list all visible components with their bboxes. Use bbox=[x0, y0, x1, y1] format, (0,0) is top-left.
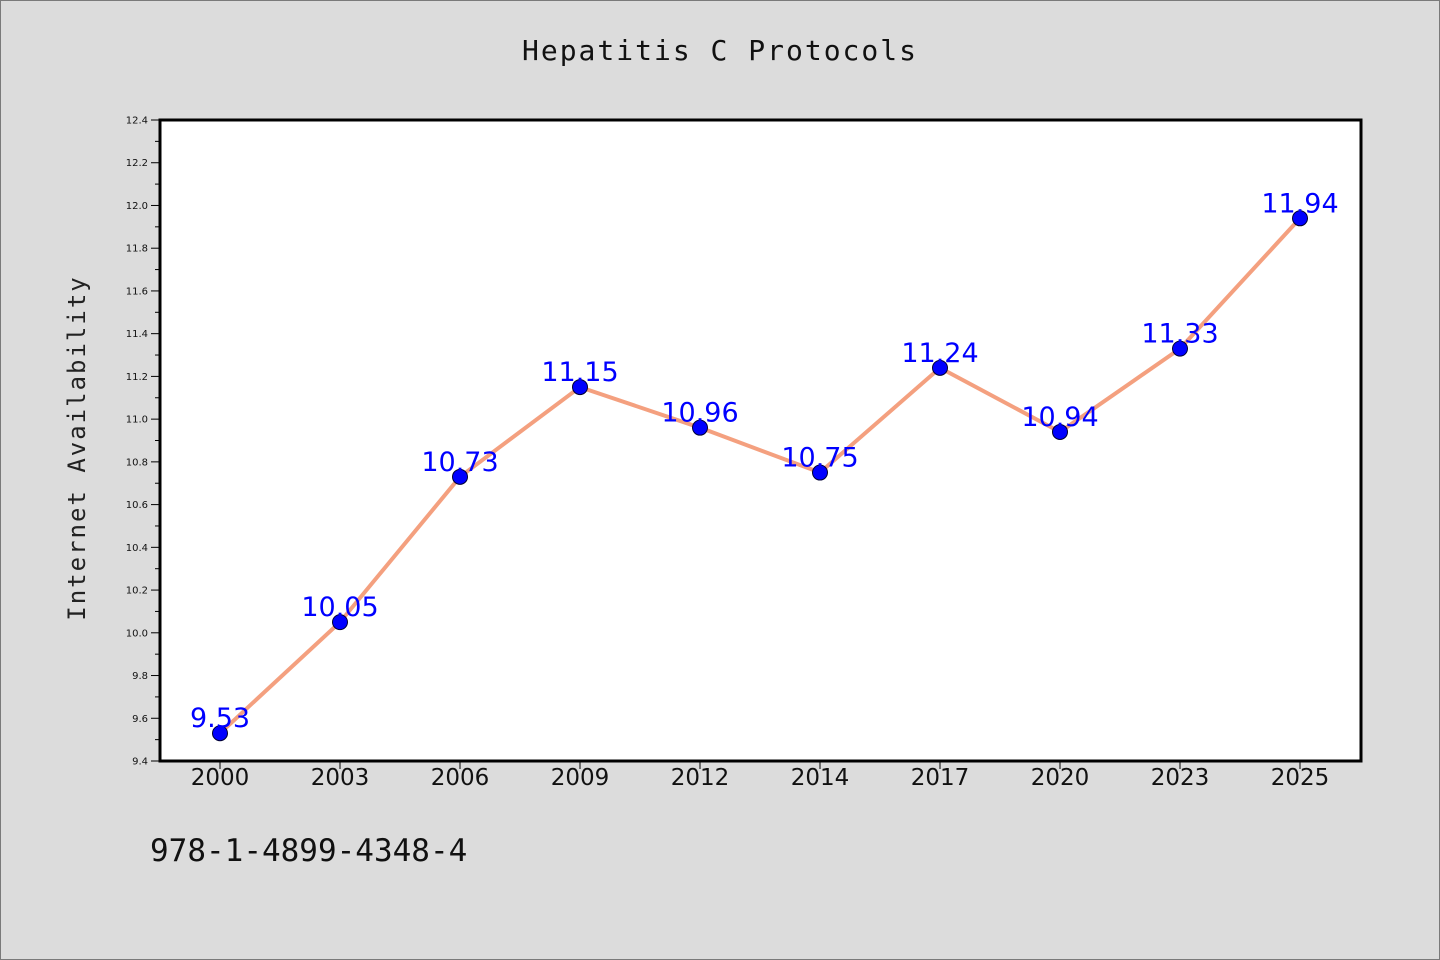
data-label: 11.33 bbox=[1141, 319, 1218, 350]
y-tick-label: 9.6 bbox=[132, 714, 148, 725]
isbn-label: 978-1-4899-4348-4 bbox=[150, 833, 468, 869]
x-axis: 2000 2003 2006 2009 2012 2014 2017 2020 2023 2025 bbox=[191, 761, 1330, 791]
x-tick-label: 2003 bbox=[311, 765, 370, 791]
x-tick-label: 2006 bbox=[431, 765, 490, 791]
data-labels: 9.53 10.05 10.73 11.15 10.96 10.75 11.24 10.94 1… bbox=[190, 188, 1339, 734]
data-label: 10.05 bbox=[301, 592, 378, 623]
y-axis-title: Internet Availability bbox=[63, 275, 91, 620]
data-label: 10.94 bbox=[1021, 402, 1098, 433]
y-tick-label: 10.0 bbox=[126, 628, 148, 639]
y-tick-label: 10.2 bbox=[126, 586, 148, 597]
data-point bbox=[1172, 340, 1188, 357]
data-point bbox=[332, 614, 348, 631]
y-tick-label: 10.6 bbox=[126, 500, 148, 511]
data-label: 9.53 bbox=[190, 703, 250, 734]
data-label: 10.96 bbox=[661, 398, 738, 429]
data-point bbox=[812, 464, 828, 481]
y-tick-label: 11.0 bbox=[126, 415, 148, 426]
y-tick-label: 12.4 bbox=[126, 116, 148, 127]
data-label: 11.15 bbox=[541, 357, 618, 388]
x-tick-label: 2020 bbox=[1031, 765, 1090, 791]
x-tick-label: 2012 bbox=[671, 765, 730, 791]
y-tick-label: 10.4 bbox=[126, 543, 148, 554]
data-label: 10.73 bbox=[421, 447, 498, 478]
data-point bbox=[452, 468, 468, 485]
y-tick-label: 11.6 bbox=[126, 286, 148, 297]
y-tick-label: 11.2 bbox=[126, 372, 148, 383]
x-tick-label: 2014 bbox=[791, 765, 850, 791]
data-point bbox=[1052, 423, 1068, 440]
y-tick-label: 9.4 bbox=[132, 757, 148, 768]
x-tick-label: 2025 bbox=[1271, 765, 1330, 791]
series-line bbox=[218, 216, 1302, 735]
y-tick-label: 11.4 bbox=[126, 329, 148, 340]
data-point bbox=[932, 359, 948, 376]
y-tick-label: 9.8 bbox=[132, 671, 148, 682]
chart-title: Hepatitis C Protocols bbox=[521, 34, 918, 67]
y-tick-label: 10.8 bbox=[126, 457, 148, 468]
x-tick-label: 2009 bbox=[551, 765, 610, 791]
y-tick-label: 11.8 bbox=[126, 244, 148, 255]
data-point bbox=[212, 725, 228, 742]
y-tick-label: 12.0 bbox=[126, 201, 148, 212]
x-tick-label: 2017 bbox=[911, 765, 970, 791]
data-point bbox=[1292, 210, 1308, 227]
x-tick-label: 2023 bbox=[1151, 765, 1210, 791]
x-tick-label: 2000 bbox=[191, 765, 250, 791]
plot-area bbox=[158, 118, 1363, 763]
data-markers bbox=[212, 210, 1308, 742]
data-point bbox=[572, 379, 588, 396]
data-point bbox=[692, 419, 708, 436]
data-label: 11.24 bbox=[901, 338, 978, 369]
y-tick-label: 12.2 bbox=[126, 158, 148, 169]
data-label: 11.94 bbox=[1261, 188, 1338, 219]
data-label: 10.75 bbox=[781, 443, 858, 474]
y-axis: 9.4 9.6 9.8 10.0 10.2 10.4 10.6 10.8 11.0 11.2 11.… bbox=[126, 116, 160, 768]
